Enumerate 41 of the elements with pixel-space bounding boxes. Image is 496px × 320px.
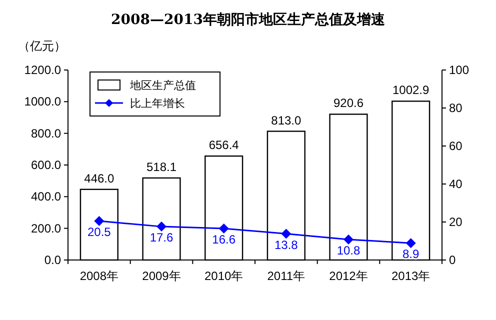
x-tick-label: 2010年 [204,269,244,283]
data-label: 518.1 [146,160,177,174]
y-tick-label: 0.0 [44,253,62,267]
y2-tick-label: 80 [449,101,463,115]
data-label: 446.0 [84,171,115,186]
y2-tick-label: 100 [449,63,470,77]
data-label: 920.6 [333,96,364,110]
y2-tick-label: 60 [449,139,463,153]
data-label: 13.8 [274,238,298,252]
data-label: 17.6 [150,230,174,245]
y-tick-label: 800.0 [30,126,62,140]
data-label: 16.6 [212,232,236,246]
data-label: 8.9 [402,247,420,262]
y-tick-label: 400.0 [30,190,62,204]
point [344,234,354,244]
point [218,223,229,234]
point [94,216,104,226]
data-label: 656.4 [208,138,240,152]
data-label: 20.5 [87,225,112,240]
x-tick-label: 2008年 [80,269,119,283]
chart-title: 2008—2013年朝阳市地区生产总值及增速 [111,11,386,28]
data-label: 1002.9 [392,83,430,98]
y-tick-label: 1200.0 [24,63,62,77]
point [406,238,416,248]
y2-tick-label: 40 [449,177,463,191]
legend-label: 比上年增长 [130,97,185,110]
legend-label: 地区生产总值 [129,79,196,92]
y2-tick-label: 20 [449,215,463,229]
y-tick-label: 200.0 [30,221,62,236]
x-tick-label: 2012年 [329,269,368,283]
x-tick-label: 2009年 [142,269,181,283]
y-tick-label: 600.0 [30,158,62,172]
x-tick-label: 2013年 [391,269,430,283]
data-label: 813.0 [271,113,302,128]
y-axis-title: （亿元） [18,39,66,53]
x-tick-label: 2011年 [267,269,306,283]
y2-tick-label: 0 [449,253,456,267]
data-label: 10.8 [336,243,360,258]
point [281,228,292,239]
point [156,222,166,232]
y-tick-label: 1000.0 [24,94,62,109]
